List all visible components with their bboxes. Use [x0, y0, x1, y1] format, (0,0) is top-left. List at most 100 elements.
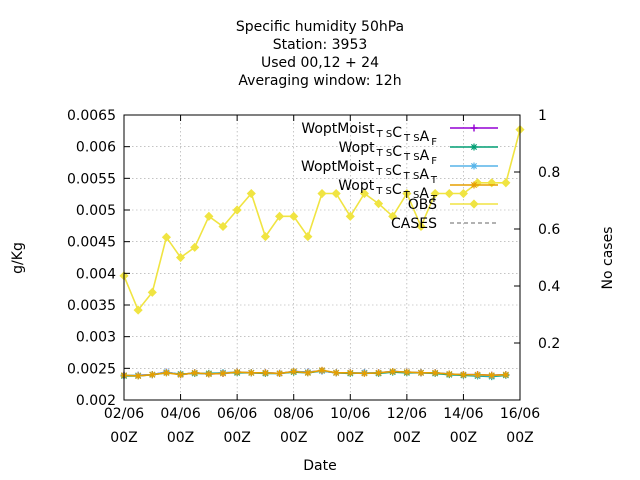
y2-axis-label: No cases [600, 227, 616, 290]
y-tick-label: 0.0065 [67, 108, 116, 124]
data-point [374, 199, 384, 209]
y-tick-label: 0.0035 [67, 298, 116, 314]
data-point [474, 371, 482, 379]
x-tick-label: 00Z [450, 430, 477, 446]
x-tick-label: 00Z [280, 430, 307, 446]
data-point [459, 371, 467, 379]
data-point [247, 369, 255, 377]
data-point [470, 162, 478, 170]
x-tick-label: 00Z [223, 430, 250, 446]
data-point [191, 369, 199, 377]
x-tick-label: 14/06 [443, 406, 483, 422]
y2-tick-label: 1 [538, 108, 547, 124]
chart-title: Specific humidity 50hPa Station: 3953 Used… [236, 19, 404, 89]
data-point [176, 252, 186, 263]
series-wopt-t [120, 366, 510, 380]
data-point [469, 199, 479, 209]
data-point [318, 366, 326, 374]
y-tick-label: 0.006 [76, 140, 116, 156]
x-tick-label: 04/06 [160, 406, 200, 422]
legend-label: WoptMoist T SC T SA F [301, 121, 437, 148]
data-point [416, 221, 426, 232]
title-line: Used 00,12 + 24 [261, 55, 379, 71]
data-point [275, 211, 285, 221]
data-point [147, 287, 157, 297]
legend-sample [450, 199, 498, 209]
data-point [431, 369, 439, 377]
y2-tick-label: 0.4 [538, 279, 560, 295]
x-tick-label: 00Z [337, 430, 364, 446]
x-tick-label: 02/06 [104, 406, 144, 422]
data-point [388, 211, 398, 221]
y-tick-label: 0.0045 [67, 235, 116, 251]
title-line: Specific humidity 50hPa [236, 19, 404, 35]
legend-sample [450, 181, 498, 189]
x-tick-label: 12/06 [387, 406, 427, 422]
y-tick-label: 0.0025 [67, 361, 116, 377]
x-tick-label: 16/06 [500, 406, 540, 422]
data-point [402, 188, 412, 199]
data-point [345, 211, 355, 221]
data-point [148, 371, 156, 379]
legend-sample [450, 162, 498, 170]
data-point [261, 369, 269, 377]
data-point [470, 181, 478, 189]
legend-label: OBS [408, 197, 437, 213]
data-point [162, 369, 170, 377]
data-point [417, 369, 425, 377]
data-point [219, 369, 227, 377]
data-point [190, 242, 200, 252]
y2-tick-label: 0.6 [538, 222, 560, 238]
title-line: Averaging window: 12h [238, 73, 401, 89]
data-point [276, 369, 284, 377]
data-point [458, 188, 468, 199]
data-point [246, 188, 256, 199]
data-point [303, 232, 313, 242]
legend-label: WoptMoist T SC T SA T [301, 159, 438, 186]
series-line [123, 369, 506, 377]
data-point [487, 178, 497, 188]
data-point [317, 188, 327, 199]
y-tick-label: 0.002 [76, 393, 116, 409]
data-point [444, 188, 454, 199]
x-tick-label: 00Z [167, 430, 194, 446]
data-point [134, 372, 142, 380]
data-point [403, 368, 411, 376]
data-point [470, 124, 478, 132]
data-point [161, 232, 171, 242]
data-point [204, 211, 214, 221]
data-point [177, 371, 185, 379]
series-line [123, 129, 521, 312]
data-point [304, 369, 312, 377]
x-tick-label: 00Z [506, 430, 533, 446]
x-tick-label: 00Z [110, 430, 137, 446]
y2-tick-label: 0.8 [538, 165, 560, 181]
y-tick-label: 0.005 [76, 203, 116, 219]
data-point [332, 369, 340, 377]
data-point [360, 369, 368, 377]
plot-frame [123, 114, 521, 401]
y-tick-label: 0.0055 [67, 171, 116, 187]
data-point [375, 369, 383, 377]
legend-label: Wopt T SC T SA F [339, 140, 438, 167]
data-point [359, 188, 369, 199]
y-tick-label: 0.003 [76, 330, 116, 346]
legend-label: CASES [391, 216, 437, 232]
data-point [502, 371, 510, 379]
data-point [445, 370, 453, 378]
data-point [389, 368, 397, 375]
y-tick-label: 0.004 [76, 266, 116, 282]
data-point [218, 221, 228, 232]
x-axis-label: Date [303, 458, 336, 474]
data-point [331, 188, 341, 199]
data-point [289, 211, 299, 221]
data-point [501, 178, 511, 188]
series-obs [119, 125, 525, 315]
data-point [260, 232, 270, 242]
data-point [430, 188, 440, 199]
y-axis-label: g/Kg [10, 242, 26, 274]
data-point [346, 369, 354, 377]
x-tick-label: 10/06 [330, 406, 370, 422]
